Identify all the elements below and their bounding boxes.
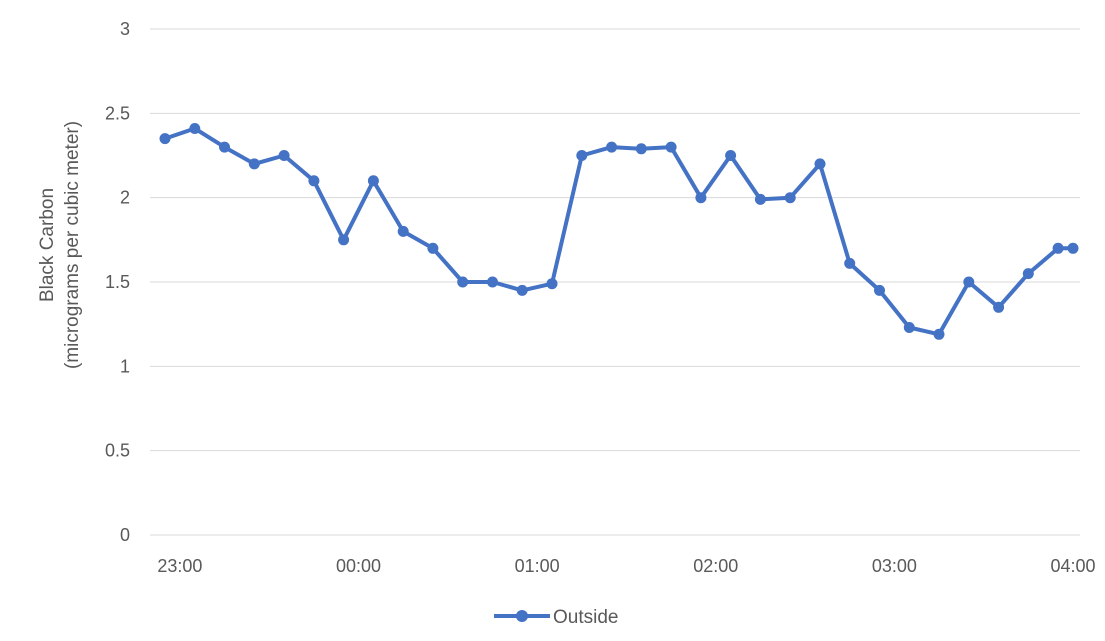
x-tick-label: 04:00 bbox=[1050, 556, 1095, 576]
data-point bbox=[725, 150, 737, 161]
x-tick-label: 23:00 bbox=[157, 556, 202, 576]
data-point bbox=[367, 175, 379, 187]
data-point bbox=[427, 242, 439, 254]
data-point bbox=[754, 193, 766, 205]
y-axis-title-line-2: (micrograms per cubic meter) bbox=[62, 121, 83, 369]
y-tick-label: 2.5 bbox=[105, 103, 130, 123]
y-tick-label: 0.5 bbox=[105, 441, 130, 461]
x-tick-label: 01:00 bbox=[515, 556, 560, 576]
gridlines bbox=[150, 28, 1080, 536]
data-point bbox=[963, 276, 975, 288]
x-tick-label: 02:00 bbox=[693, 556, 738, 576]
x-tick-label: 03:00 bbox=[872, 556, 917, 576]
data-point bbox=[814, 158, 826, 170]
data-point bbox=[635, 143, 647, 155]
data-point bbox=[278, 150, 290, 161]
data-point bbox=[397, 225, 409, 237]
data-point bbox=[606, 141, 618, 153]
data-point bbox=[487, 276, 498, 288]
legend: Outside bbox=[494, 607, 618, 628]
data-point bbox=[933, 328, 945, 340]
data-point bbox=[903, 322, 915, 333]
data-point bbox=[338, 234, 350, 246]
y-tick-label: 3 bbox=[120, 19, 130, 39]
data-point bbox=[844, 257, 856, 269]
legend-label-outside: Outside bbox=[553, 607, 618, 628]
data-point bbox=[993, 301, 1005, 313]
x-axis-ticks: 23:00 00:00 01:00 02:00 03:00 04:00 bbox=[157, 556, 1095, 576]
y-tick-label: 1 bbox=[120, 356, 130, 376]
data-point bbox=[248, 158, 260, 170]
data-point bbox=[159, 133, 171, 145]
data-point bbox=[219, 141, 230, 153]
data-point bbox=[576, 150, 588, 161]
data-point bbox=[546, 278, 558, 290]
data-point bbox=[457, 276, 469, 288]
y-tick-label: 2 bbox=[120, 188, 130, 208]
data-point bbox=[665, 141, 677, 153]
legend-marker-swatch bbox=[516, 610, 528, 622]
data-point bbox=[516, 284, 528, 296]
data-point bbox=[189, 123, 201, 134]
x-tick-label: 00:00 bbox=[336, 556, 381, 576]
series-line-0 bbox=[164, 126, 1073, 337]
data-point bbox=[1067, 242, 1079, 254]
series-outside bbox=[159, 123, 1079, 340]
y-axis-title-line-1: Black Carbon bbox=[37, 188, 58, 302]
y-tick-label: 1.5 bbox=[105, 272, 130, 292]
data-point bbox=[695, 192, 707, 204]
y-axis-ticks: 0 0.5 1 1.5 2 2.5 3 bbox=[105, 19, 130, 545]
y-axis-title: Black Carbon (micrograms per cubic meter… bbox=[37, 121, 83, 369]
data-point bbox=[1022, 268, 1034, 280]
data-point bbox=[308, 175, 320, 187]
data-point bbox=[874, 284, 885, 296]
y-tick-label: 0 bbox=[120, 525, 130, 545]
data-point bbox=[784, 192, 796, 204]
data-point bbox=[1052, 242, 1064, 254]
